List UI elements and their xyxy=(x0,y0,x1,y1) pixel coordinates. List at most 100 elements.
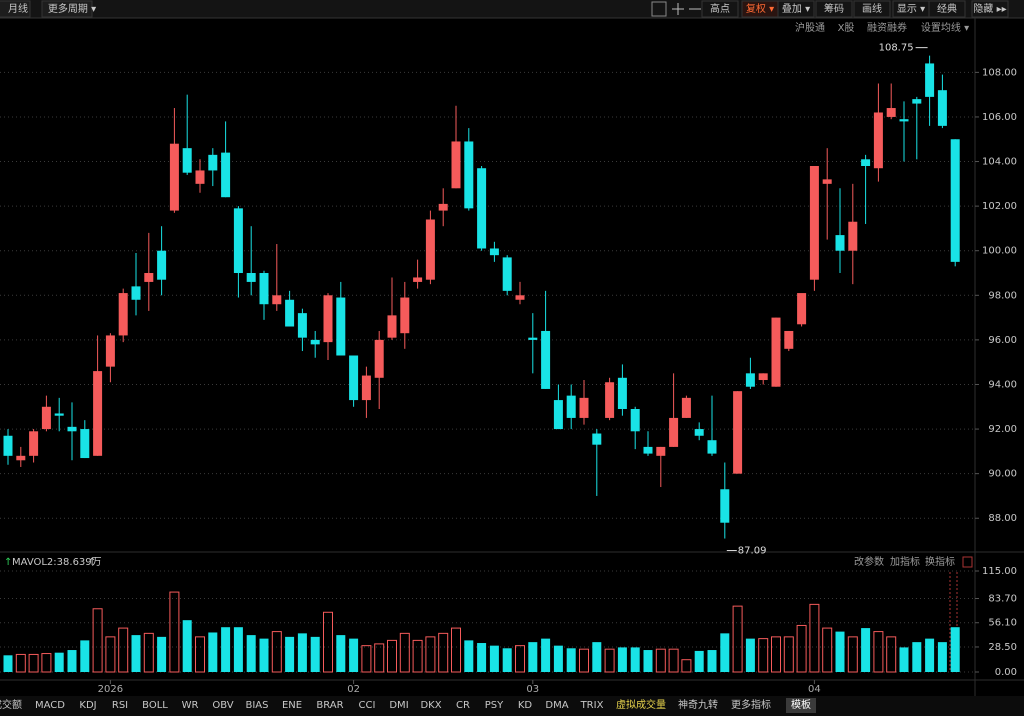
candle-body xyxy=(950,139,960,262)
tab-selected[interactable] xyxy=(786,698,816,713)
sub-toolbar-item[interactable]: 融资融券 xyxy=(867,21,907,34)
candle-body xyxy=(310,339,320,345)
volume-bar xyxy=(80,640,90,672)
toolbar-button[interactable] xyxy=(853,0,891,18)
volume-bar xyxy=(579,648,589,673)
volume-bar xyxy=(617,647,627,672)
volume-bar xyxy=(361,645,372,673)
tab[interactable]: BIAS xyxy=(246,700,269,711)
icon-lock[interactable] xyxy=(651,1,667,17)
tab[interactable]: MACD xyxy=(35,700,65,711)
tab[interactable]: DMA xyxy=(545,700,568,711)
tab[interactable]: OBV xyxy=(212,700,233,711)
toolbar-button[interactable] xyxy=(701,0,739,18)
tab[interactable]: 神奇九转 xyxy=(678,698,718,711)
tab[interactable]: WR xyxy=(182,700,199,711)
candle-body xyxy=(694,429,704,436)
y-tick-label: 56.10 xyxy=(988,618,1017,629)
toolbar-button-label[interactable]: 显示 ▾ xyxy=(897,3,925,15)
tab[interactable]: BRAR xyxy=(316,700,343,711)
tab[interactable]: PSY xyxy=(485,700,504,711)
candle-body xyxy=(67,426,77,432)
candle-body xyxy=(861,159,871,166)
y-tick-label: 98.00 xyxy=(988,290,1017,301)
volume-bar xyxy=(681,659,692,673)
toolbar-button-label[interactable]: 叠加 ▾ xyxy=(782,3,810,15)
y-tick-label: 100.00 xyxy=(982,246,1017,257)
volume-bar xyxy=(208,632,218,672)
volume-tool[interactable]: 改参数 xyxy=(854,555,884,568)
volume-tool[interactable]: 加指标 xyxy=(890,555,920,568)
tab[interactable]: CR xyxy=(456,700,470,711)
y-tick-label: 28.50 xyxy=(988,642,1017,653)
toolbar-button-label[interactable]: 隐藏 ▸▸ xyxy=(973,3,1006,15)
sub-toolbar-item[interactable]: 沪股通 xyxy=(795,21,825,34)
sub-toolbar-item[interactable]: 设置均线 ▾ xyxy=(921,21,969,34)
candle-body xyxy=(131,286,141,300)
tab[interactable]: 虚拟成交量 xyxy=(616,698,666,711)
volume-bar xyxy=(438,632,449,673)
toolbar-button-label[interactable]: 月线 xyxy=(8,2,28,15)
volume-bar xyxy=(54,652,64,672)
sub-toolbar-item[interactable]: X股 xyxy=(838,22,855,34)
tab[interactable]: 模板 xyxy=(791,698,811,711)
candle-body xyxy=(553,400,563,430)
toolbar-button-label[interactable]: 画线 xyxy=(862,2,882,15)
volume-bar xyxy=(271,631,282,673)
tab[interactable]: KDJ xyxy=(79,700,96,711)
toolbar-button-label[interactable]: 筹码 xyxy=(824,2,844,15)
tab[interactable]: RSI xyxy=(112,700,128,711)
candle-body xyxy=(336,297,346,356)
volume-bar xyxy=(745,638,755,672)
volume-bar xyxy=(464,640,474,672)
candle-body xyxy=(374,339,384,378)
volume-bar xyxy=(643,650,653,672)
candle-body xyxy=(873,112,883,169)
volume-bar xyxy=(707,650,717,672)
toolbar-button-label[interactable]: 经典 xyxy=(937,2,957,15)
candle-body xyxy=(464,141,474,209)
toolbar-button-label[interactable]: 复权 ▾ xyxy=(746,2,774,15)
tab[interactable]: ENE xyxy=(282,700,302,711)
candle-body xyxy=(169,143,179,211)
toolbar-button-label[interactable]: 更多周期 ▾ xyxy=(48,2,96,15)
max-label: 108.75 xyxy=(879,43,914,54)
toolbar-button-label[interactable]: 高点 xyxy=(710,2,730,15)
candle-body xyxy=(246,273,256,282)
volume-tool[interactable]: 换指标 xyxy=(925,555,955,568)
toolbar-icons[interactable] xyxy=(651,1,701,17)
toolbar-button[interactable] xyxy=(928,0,966,18)
candle-body xyxy=(669,417,679,447)
volume-bar xyxy=(118,627,129,673)
tab[interactable]: DKX xyxy=(420,700,441,711)
toolbar-button[interactable] xyxy=(777,0,815,18)
tab[interactable]: CCI xyxy=(359,700,376,711)
candle-body xyxy=(221,152,231,198)
tab[interactable]: KD xyxy=(518,700,533,711)
tab[interactable]: DMI xyxy=(389,700,408,711)
tab-bar xyxy=(0,696,1024,716)
volume-bar xyxy=(912,642,922,672)
tab[interactable]: 成交额 xyxy=(0,698,22,711)
close-box[interactable] xyxy=(962,556,973,568)
toolbar-button[interactable] xyxy=(0,0,31,18)
tab[interactable]: TRIX xyxy=(580,700,604,711)
volume-bar xyxy=(195,636,205,673)
toolbar-button[interactable] xyxy=(971,0,1009,18)
x-tick-label: 03 xyxy=(526,684,539,695)
tab[interactable]: 更多指标 xyxy=(731,698,771,711)
min-label: 87.09 xyxy=(738,546,767,557)
candle-body xyxy=(54,413,64,416)
toolbar-button[interactable] xyxy=(41,0,93,18)
volume-bar xyxy=(425,636,436,673)
candle-body xyxy=(797,293,807,325)
candle-body xyxy=(912,99,922,104)
candle-body xyxy=(349,355,359,401)
toolbar-button[interactable] xyxy=(815,0,853,18)
tab[interactable]: BOLL xyxy=(142,700,168,711)
candle-body xyxy=(195,170,205,184)
candle-body xyxy=(745,373,755,387)
arrow-icon: ↑ xyxy=(88,557,96,568)
